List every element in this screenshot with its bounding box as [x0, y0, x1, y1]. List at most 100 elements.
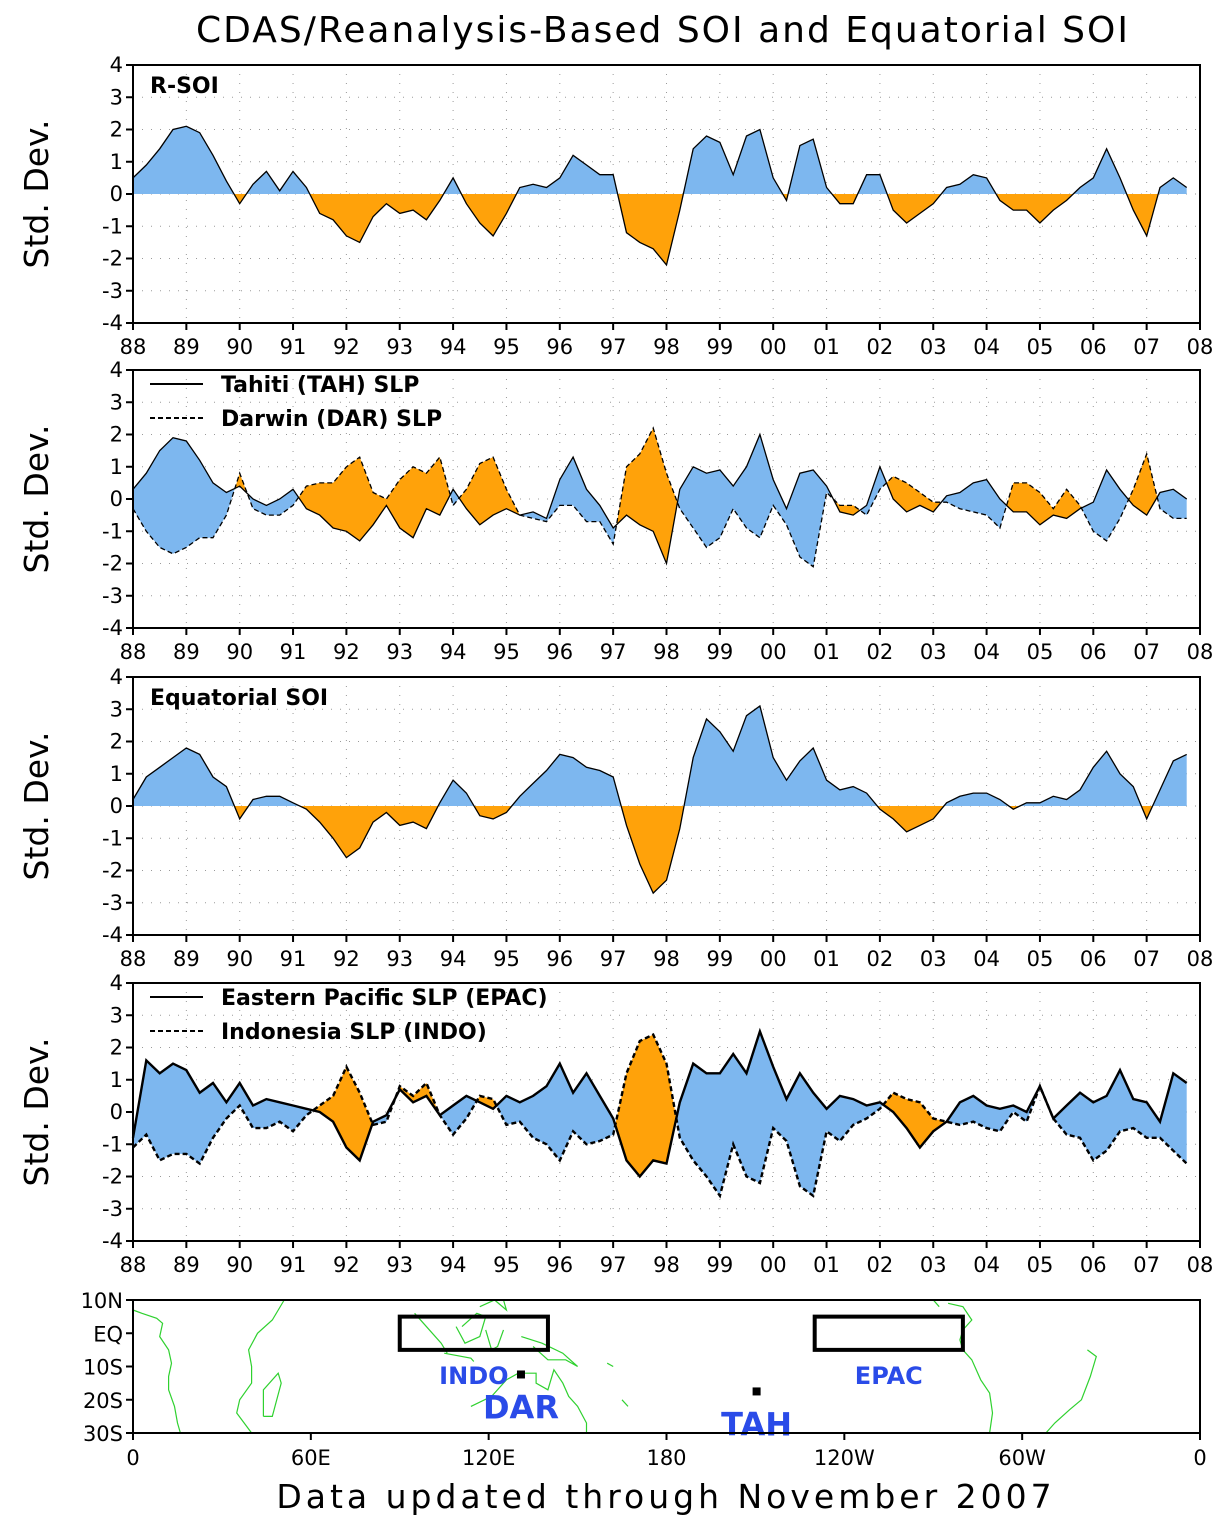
- fill-region-0-4: [443, 177, 462, 194]
- map-ytick-label: 10N: [81, 1289, 123, 1313]
- xtick-label: 99: [706, 640, 733, 664]
- panel-title: Equatorial SOI: [150, 686, 328, 711]
- ytick-label: -2: [102, 247, 123, 271]
- xtick-label: 04: [973, 947, 1000, 971]
- fill-region-2-14: [1152, 754, 1187, 806]
- xtick-label: 08: [1187, 335, 1214, 359]
- fill-region-1-11: [886, 476, 942, 512]
- fill-region-3-7: [615, 1034, 677, 1177]
- coastline-sulawesi: [485, 1329, 505, 1351]
- xtick-label: 89: [173, 1253, 200, 1277]
- ytick-label: 2: [110, 730, 123, 754]
- xtick-label: 08: [1187, 947, 1214, 971]
- xtick-label: 00: [760, 947, 787, 971]
- xtick-label: 06: [1080, 335, 1107, 359]
- ytick-label: 2: [110, 118, 123, 142]
- xtick-label: 02: [867, 1253, 894, 1277]
- ytick-label: -2: [102, 1165, 123, 1189]
- fill-region-1-1: [234, 473, 248, 494]
- fill-region-0-5: [461, 194, 517, 236]
- xtick-label: 01: [813, 335, 840, 359]
- y-axis-label: Std. Dev.: [17, 732, 56, 881]
- xtick-label: 02: [867, 335, 894, 359]
- fill-region-0-2: [246, 171, 310, 194]
- legend-label: Eastern Pacific SLP (EPAC): [221, 986, 548, 1011]
- fill-region-2-2: [248, 796, 300, 806]
- fill-region-1-16: [1157, 489, 1187, 519]
- y-axis-label: Std. Dev.: [17, 425, 56, 574]
- ytick-label: 4: [110, 53, 123, 77]
- xtick-label: 01: [813, 640, 840, 664]
- xtick-label: 97: [600, 335, 627, 359]
- map-ytick-label: 30S: [83, 1422, 123, 1446]
- xtick-label: 98: [653, 947, 680, 971]
- xtick-label: 96: [546, 335, 573, 359]
- legend-label: Tahiti (TAH) SLP: [221, 373, 419, 398]
- fill-region-2-1: [234, 806, 249, 819]
- xtick-label: 08: [1187, 1253, 1214, 1277]
- xtick-label: 04: [973, 1253, 1000, 1277]
- coastline-sumatra: [414, 1312, 448, 1354]
- fill-region-1-12: [941, 479, 1007, 528]
- xtick-label: 96: [546, 947, 573, 971]
- legend-label: Darwin (DAR) SLP: [221, 407, 442, 432]
- series-line: [132, 125, 1188, 267]
- xtick-label: 97: [600, 1253, 627, 1277]
- fill-region-2-3: [299, 806, 439, 858]
- fill-region-3-0: [133, 1060, 314, 1164]
- ytick-label: -4: [102, 311, 123, 335]
- ytick-label: -1: [102, 519, 123, 543]
- coastline-new-guinea: [521, 1336, 579, 1368]
- xtick-label: 99: [706, 335, 733, 359]
- xtick-label: 00: [760, 640, 787, 664]
- fill-region-1-2: [247, 489, 299, 516]
- fill-region-0-16: [1073, 148, 1127, 194]
- xtick-label: 97: [600, 640, 627, 664]
- ytick-label: -1: [102, 214, 123, 238]
- xtick-label: 05: [1027, 947, 1054, 971]
- xtick-label: 99: [706, 1253, 733, 1277]
- xtick-label: 03: [920, 335, 947, 359]
- fill-region-0-3: [309, 194, 444, 243]
- fill-region-2-6: [511, 754, 622, 806]
- panel-eq_soi: 4 3 2 1 0 -1 -2 -3 -488 89 90 91 92 93 94 95 96 97 98 99 00 0…: [17, 665, 1213, 971]
- xtick-label: 08: [1187, 640, 1214, 664]
- xtick-label: 99: [706, 947, 733, 971]
- series-line-solid: [131, 1027, 1188, 1179]
- fill-region-1-5: [459, 457, 520, 525]
- xtick-label: 95: [493, 1253, 520, 1277]
- ytick-label: -2: [102, 859, 123, 883]
- ytick-label: -3: [102, 1197, 123, 1221]
- fill-region-0-8: [683, 129, 783, 194]
- fill-region-0-15: [996, 194, 1074, 223]
- xtick-label: 96: [546, 640, 573, 664]
- ytick-label: 3: [110, 390, 123, 414]
- fill-region-1-13: [1006, 482, 1082, 525]
- xtick-label: 95: [493, 640, 520, 664]
- ytick-label: 4: [110, 971, 123, 995]
- ytick-label: 1: [110, 455, 123, 479]
- xtick-label: 97: [600, 947, 627, 971]
- xtick-label: 88: [120, 947, 147, 971]
- xtick-label: 91: [280, 640, 307, 664]
- map-xtick-label: 120W: [814, 1446, 875, 1470]
- fill-region-0-13: [887, 194, 942, 223]
- ytick-label: 0: [110, 487, 123, 511]
- xtick-label: 07: [1133, 1253, 1160, 1277]
- xtick-label: 06: [1080, 640, 1107, 664]
- panel-r_soi: 4 3 2 1 0 -1 -2 -3 -488 89 90 91 92 93 94 95 96 97 98 99 00 0…: [17, 53, 1213, 359]
- xtick-label: 04: [973, 335, 1000, 359]
- fill-region-1-10: [859, 466, 887, 516]
- coastline-madagascar: [262, 1372, 282, 1418]
- panel-title: R-SOI: [150, 74, 219, 99]
- footer-note: Data updated through November 2007: [276, 1477, 1055, 1516]
- ytick-label: 0: [110, 1100, 123, 1124]
- panel-tah_dar: 4 3 2 1 0 -1 -2 -3 -488 89 90 91 92 93 94 95 96 97 98 99 00 0…: [17, 358, 1213, 664]
- ytick-label: 3: [110, 1003, 123, 1027]
- fill-region-0-17: [1126, 194, 1159, 236]
- coastline-south-america-west: [947, 1302, 994, 1434]
- ytick-label: 1: [110, 1068, 123, 1092]
- fill-region-1-14: [1081, 470, 1129, 541]
- fill-region-1-7: [616, 428, 678, 564]
